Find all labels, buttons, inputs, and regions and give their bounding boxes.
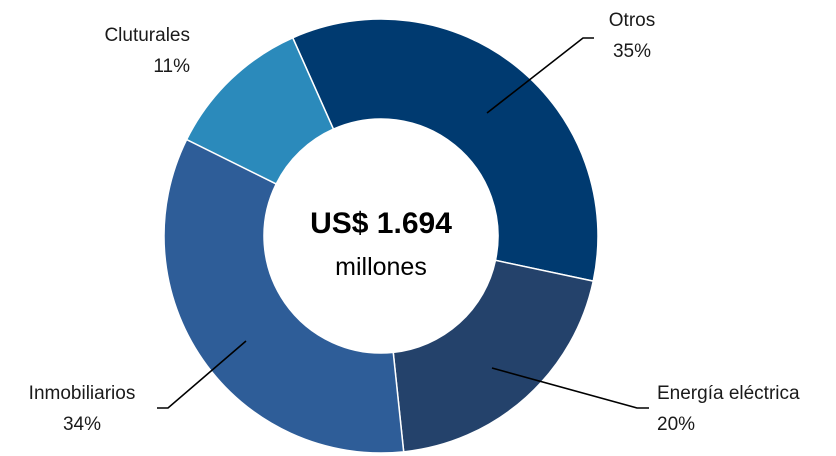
slice-label-percent: 34%	[63, 414, 101, 435]
slice-label-name: Cluturales	[104, 25, 190, 46]
slice-labels: Otros 35% Energía eléctrica 20% Inmobiliario…	[29, 10, 800, 435]
leader-line	[157, 340, 247, 409]
slice-inmobiliarios	[163, 138, 405, 454]
leader-line	[491, 367, 649, 409]
slice-label-name: Inmobiliarios	[29, 383, 136, 404]
center-total-unit: millones	[335, 253, 427, 281]
slice-label-percent: 20%	[657, 414, 695, 435]
slice-label-percent: 11%	[153, 56, 190, 77]
slice-label-name: Energía eléctrica	[657, 383, 800, 404]
donut-slices	[163, 18, 599, 454]
slice-energ-a-el-ctrica	[392, 259, 595, 453]
center-total-value: US$ 1.694	[310, 207, 452, 240]
slice-otros	[291, 18, 599, 283]
leader-line	[486, 37, 594, 114]
leader-lines	[157, 37, 649, 409]
slice-cluturales	[185, 36, 335, 185]
slice-label-name: Otros	[609, 10, 655, 31]
slice-label-percent: 35%	[613, 41, 651, 62]
